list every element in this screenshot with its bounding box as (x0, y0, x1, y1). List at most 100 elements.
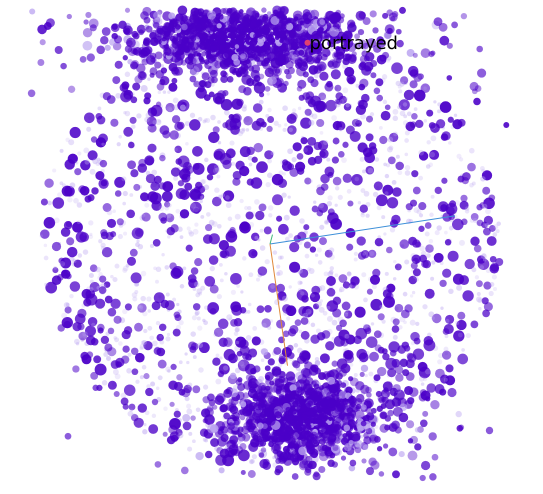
data-point[interactable] (264, 259, 270, 265)
data-point[interactable] (417, 73, 424, 80)
data-point[interactable] (219, 263, 223, 267)
data-point[interactable] (196, 23, 202, 29)
data-point[interactable] (298, 329, 303, 334)
data-point[interactable] (459, 200, 469, 210)
data-point[interactable] (282, 330, 290, 338)
data-point[interactable] (156, 347, 166, 357)
data-point[interactable] (326, 397, 337, 408)
data-point[interactable] (187, 382, 193, 388)
data-point[interactable] (282, 159, 289, 166)
data-point[interactable] (300, 317, 309, 325)
data-point[interactable] (167, 203, 172, 208)
data-point[interactable] (388, 341, 400, 353)
data-point[interactable] (322, 310, 328, 316)
data-point[interactable] (469, 218, 475, 223)
data-point[interactable] (189, 14, 200, 24)
data-point[interactable] (386, 146, 393, 153)
data-point[interactable] (213, 167, 219, 174)
data-point[interactable] (321, 427, 327, 433)
data-point[interactable] (265, 416, 276, 426)
data-point[interactable] (485, 268, 491, 274)
data-point[interactable] (145, 112, 152, 119)
data-point[interactable] (283, 400, 290, 406)
data-point[interactable] (283, 214, 290, 221)
data-point[interactable] (126, 256, 137, 266)
data-point[interactable] (370, 460, 380, 470)
data-point[interactable] (258, 203, 267, 212)
data-point[interactable] (243, 116, 253, 126)
data-point[interactable] (272, 194, 283, 206)
data-point[interactable] (132, 32, 140, 40)
data-point[interactable] (408, 275, 418, 285)
data-point[interactable] (158, 182, 166, 190)
data-point[interactable] (103, 352, 109, 357)
data-point[interactable] (97, 106, 102, 111)
data-point[interactable] (320, 183, 329, 191)
data-point[interactable] (208, 255, 219, 265)
data-point[interactable] (172, 266, 184, 278)
data-point[interactable] (234, 327, 240, 333)
data-point[interactable] (74, 168, 82, 176)
data-point[interactable] (85, 11, 92, 18)
data-point[interactable] (395, 154, 400, 159)
data-point[interactable] (187, 274, 197, 283)
data-point[interactable] (243, 421, 253, 431)
data-point[interactable] (130, 96, 138, 104)
data-point[interactable] (84, 159, 90, 165)
data-point[interactable] (67, 85, 76, 93)
data-point[interactable] (395, 373, 404, 382)
data-point[interactable] (493, 224, 499, 230)
data-point[interactable] (240, 53, 246, 60)
data-point[interactable] (247, 155, 253, 161)
data-point[interactable] (479, 165, 485, 171)
data-point[interactable] (461, 348, 465, 352)
data-point[interactable] (456, 284, 463, 291)
data-point[interactable] (297, 288, 302, 293)
data-point[interactable] (297, 270, 302, 274)
data-point[interactable] (297, 347, 303, 354)
data-point[interactable] (160, 64, 165, 68)
data-point[interactable] (189, 67, 197, 76)
data-point[interactable] (37, 59, 45, 66)
data-point[interactable] (317, 412, 325, 420)
data-point[interactable] (191, 315, 197, 321)
data-point[interactable] (107, 347, 117, 357)
data-point[interactable] (199, 195, 204, 200)
data-point[interactable] (73, 197, 79, 204)
data-point[interactable] (179, 168, 191, 180)
data-point[interactable] (177, 155, 190, 168)
data-point[interactable] (238, 360, 245, 367)
data-point[interactable] (137, 244, 144, 250)
data-point[interactable] (342, 281, 350, 289)
data-point[interactable] (370, 407, 377, 414)
data-point[interactable] (84, 325, 97, 337)
data-point[interactable] (339, 413, 346, 420)
data-point[interactable] (327, 438, 336, 447)
data-point[interactable] (349, 281, 356, 289)
data-point[interactable] (155, 279, 159, 284)
data-point[interactable] (382, 443, 389, 449)
data-point[interactable] (192, 355, 197, 360)
data-point[interactable] (194, 281, 200, 288)
data-point[interactable] (239, 221, 250, 232)
data-point[interactable] (174, 145, 182, 154)
data-point[interactable] (285, 73, 292, 80)
data-point[interactable] (197, 342, 204, 348)
data-point[interactable] (448, 225, 454, 231)
data-point[interactable] (229, 140, 235, 146)
data-point[interactable] (157, 359, 167, 369)
data-point[interactable] (283, 433, 294, 444)
data-point[interactable] (297, 429, 303, 435)
data-point[interactable] (122, 265, 129, 272)
data-point[interactable] (146, 384, 151, 389)
data-point[interactable] (120, 392, 127, 399)
data-point[interactable] (332, 60, 340, 69)
data-point[interactable] (236, 350, 243, 357)
data-point[interactable] (104, 44, 111, 51)
data-point[interactable] (411, 290, 416, 295)
data-point[interactable] (392, 470, 400, 479)
data-point[interactable] (247, 424, 255, 433)
data-point[interactable] (384, 104, 391, 111)
data-point[interactable] (291, 438, 301, 448)
data-point[interactable] (392, 384, 401, 393)
